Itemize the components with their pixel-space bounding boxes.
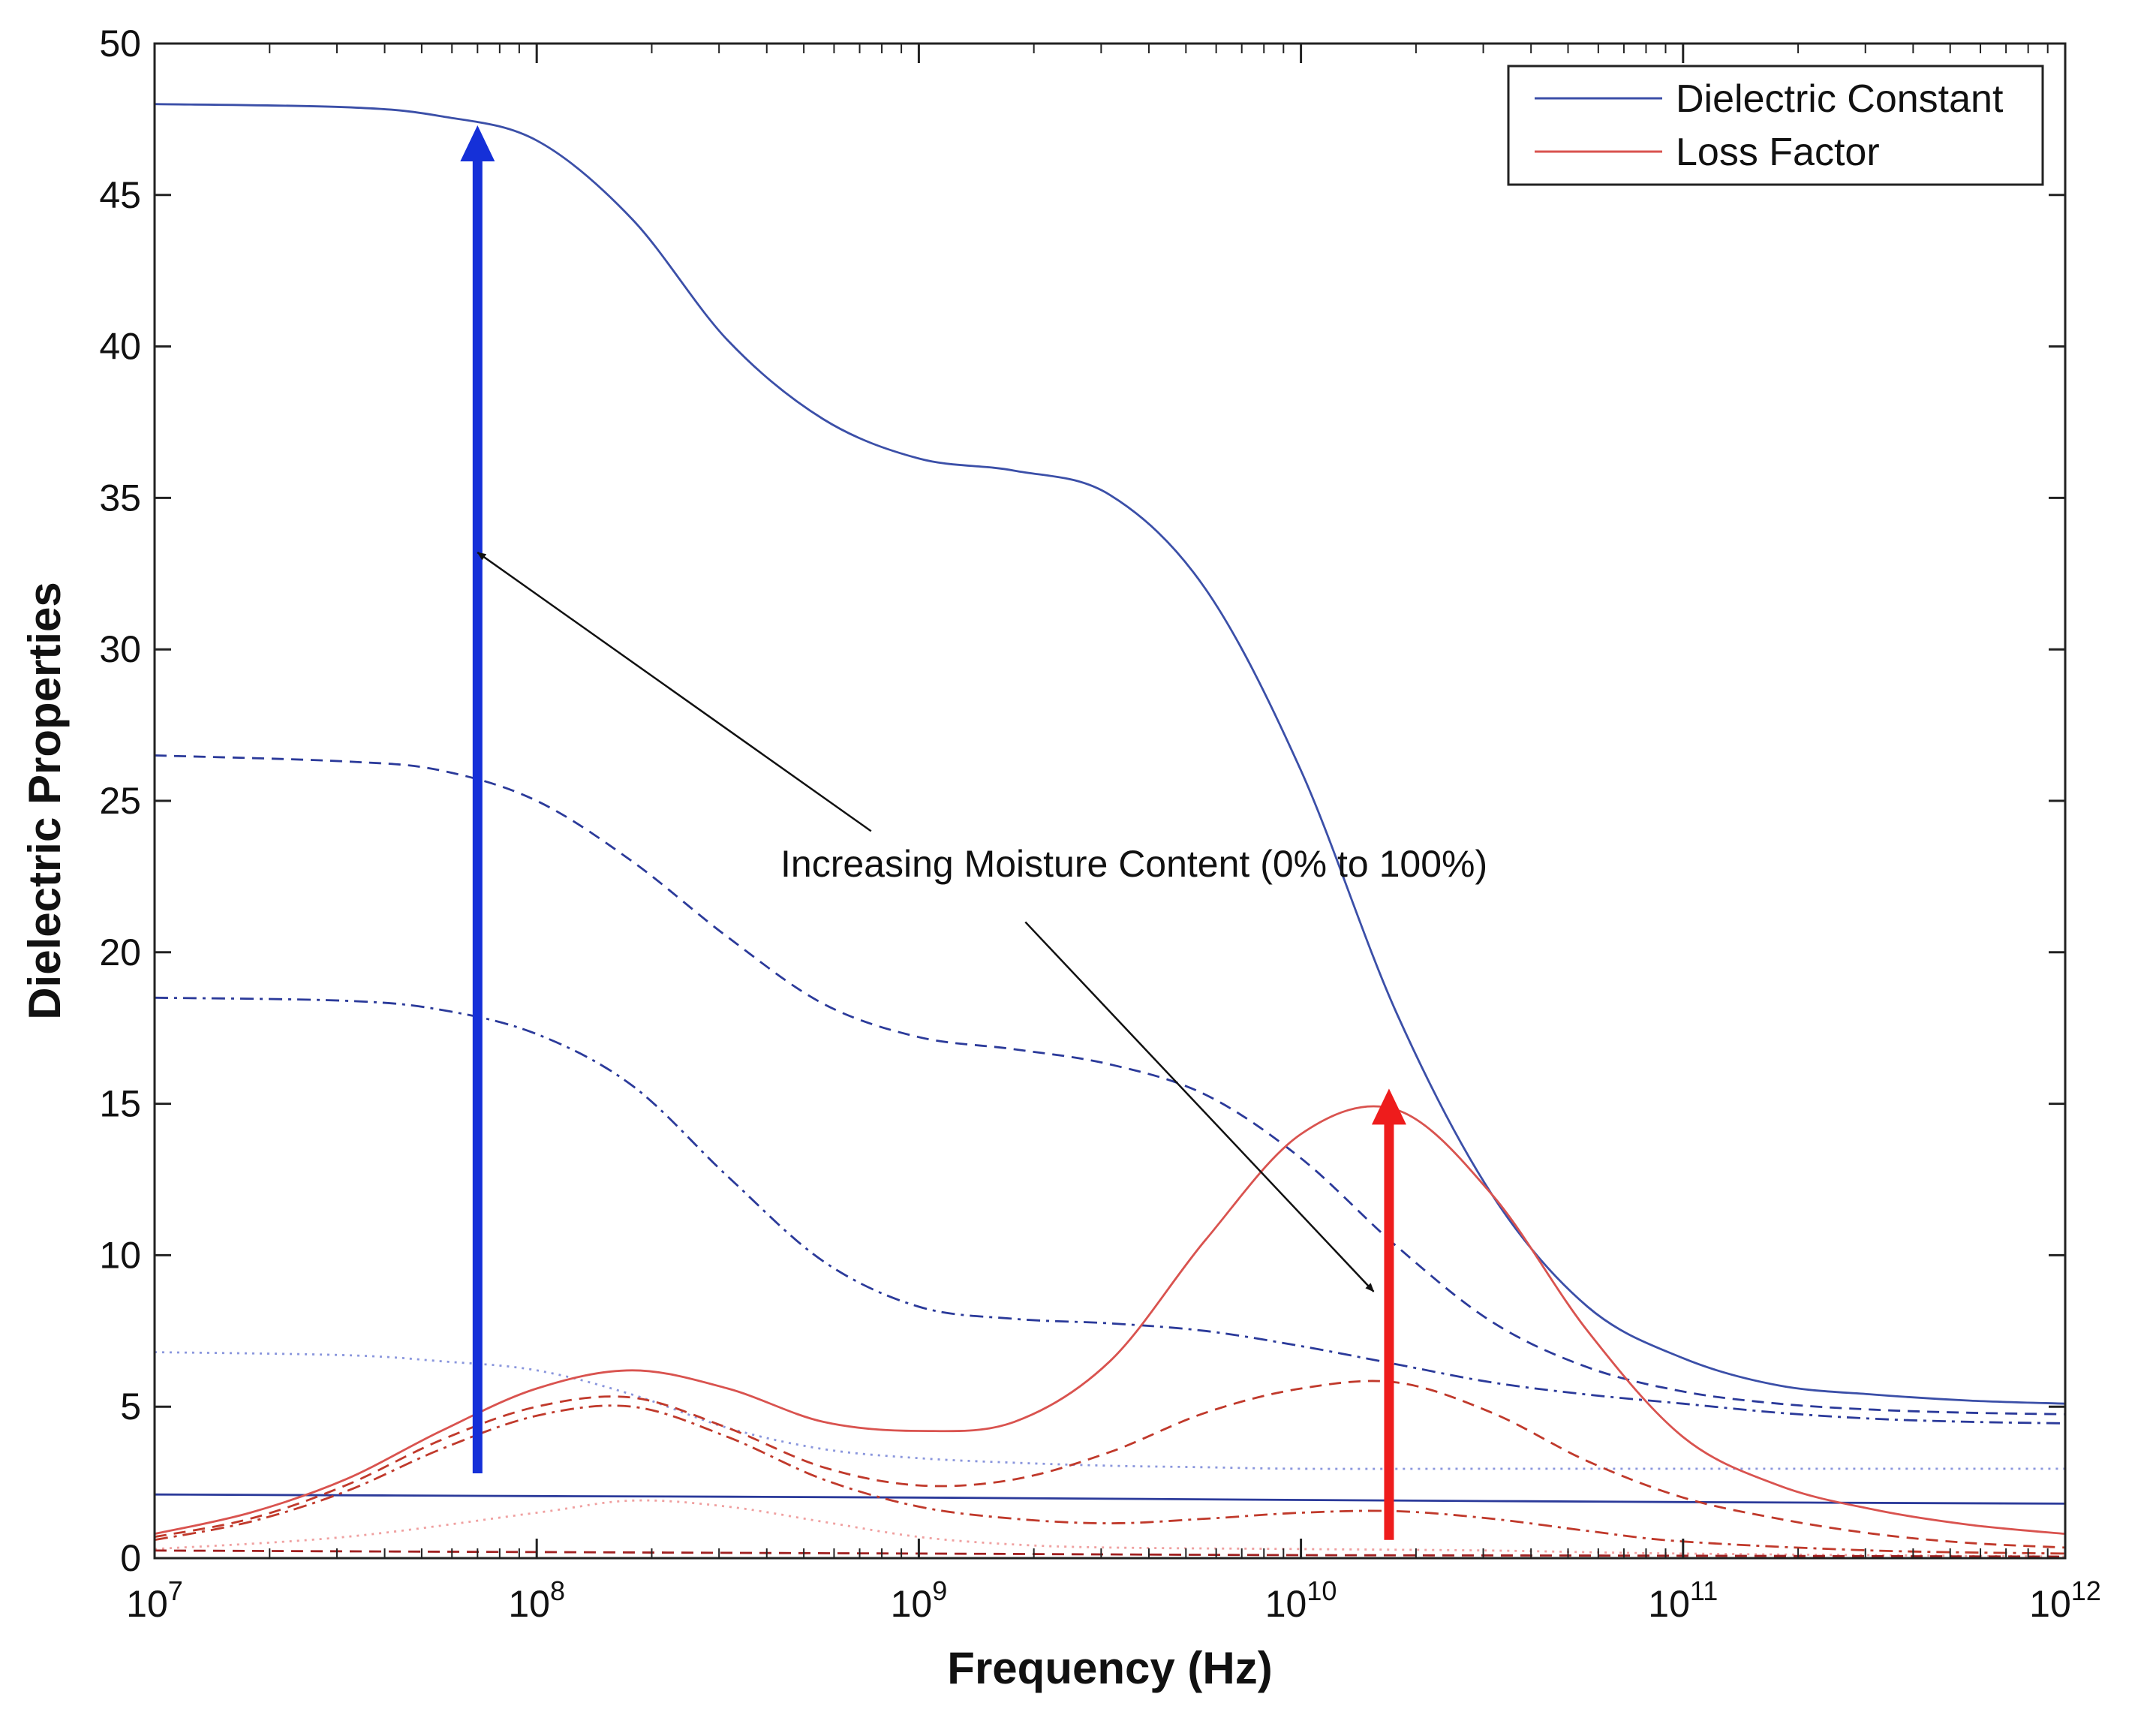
legend-label-dielectric: Dielectric Constant xyxy=(1676,77,2004,121)
y-axis-label: Dielectric Properties xyxy=(20,582,70,1020)
red-moisture-arrow-head xyxy=(1371,1088,1406,1125)
red-moisture-arrow xyxy=(1371,1088,1406,1540)
xtick-label-9: 109 xyxy=(891,1575,948,1625)
ytick-label-20: 20 xyxy=(99,931,141,973)
xtick-label-11: 1011 xyxy=(1648,1575,1718,1625)
blue-moisture-arrow xyxy=(460,125,495,1473)
series-loss-dashdot-7 xyxy=(155,1404,2065,1555)
annotation-text: Increasing Moisture Content (0% to 100%) xyxy=(780,843,1487,885)
series-dielectric-dashdot-2 xyxy=(155,996,2065,1425)
xtick-label-8: 108 xyxy=(508,1575,565,1625)
ytick-label-5: 5 xyxy=(120,1386,141,1428)
annotation-arrows xyxy=(460,125,1406,1540)
series-loss-dotted-8 xyxy=(155,1499,2065,1558)
ytick-label-50: 50 xyxy=(99,23,141,65)
xtick-label-7: 107 xyxy=(126,1575,183,1625)
x-axis-label: Frequency (Hz) xyxy=(947,1643,1272,1693)
series-dielectric-solid-0 xyxy=(155,103,2065,1405)
series-dielectric-solid-4 xyxy=(155,1493,2065,1505)
ytick-label-35: 35 xyxy=(99,477,141,519)
blue-moisture-arrow-head xyxy=(460,125,495,161)
legend-label-loss: Loss Factor xyxy=(1676,131,1880,174)
annotation-pointer-red-arrow xyxy=(1024,921,1375,1292)
xtick-label-12: 1012 xyxy=(2029,1575,2101,1625)
ytick-label-0: 0 xyxy=(120,1537,141,1579)
series-dielectric-dotted-3 xyxy=(155,1351,2065,1470)
legend: Dielectric Constant Loss Factor xyxy=(1507,65,2044,186)
x-axis-ticks: 107 108 109 1010 1011 1012 xyxy=(126,44,2101,1625)
ytick-label-15: 15 xyxy=(99,1083,141,1125)
series-loss-dashed-9 xyxy=(155,1549,2065,1558)
ytick-label-30: 30 xyxy=(99,628,141,670)
xtick-label-10: 1010 xyxy=(1265,1575,1337,1625)
legend-box xyxy=(1507,65,2044,186)
ytick-label-45: 45 xyxy=(99,174,141,216)
ytick-label-25: 25 xyxy=(99,780,141,822)
y-axis-ticks: 0 5 10 15 20 25 30 35 40 45 50 xyxy=(99,23,2065,1579)
ytick-label-10: 10 xyxy=(99,1234,141,1276)
series-dielectric-dashed-1 xyxy=(155,754,2065,1416)
ytick-label-40: 40 xyxy=(99,326,141,368)
series-layer xyxy=(155,103,2065,1558)
series-loss-dashed-6 xyxy=(155,1380,2065,1549)
series-loss-solid-5 xyxy=(155,1105,2065,1536)
annotation-pointer-blue-arrow xyxy=(477,552,872,832)
